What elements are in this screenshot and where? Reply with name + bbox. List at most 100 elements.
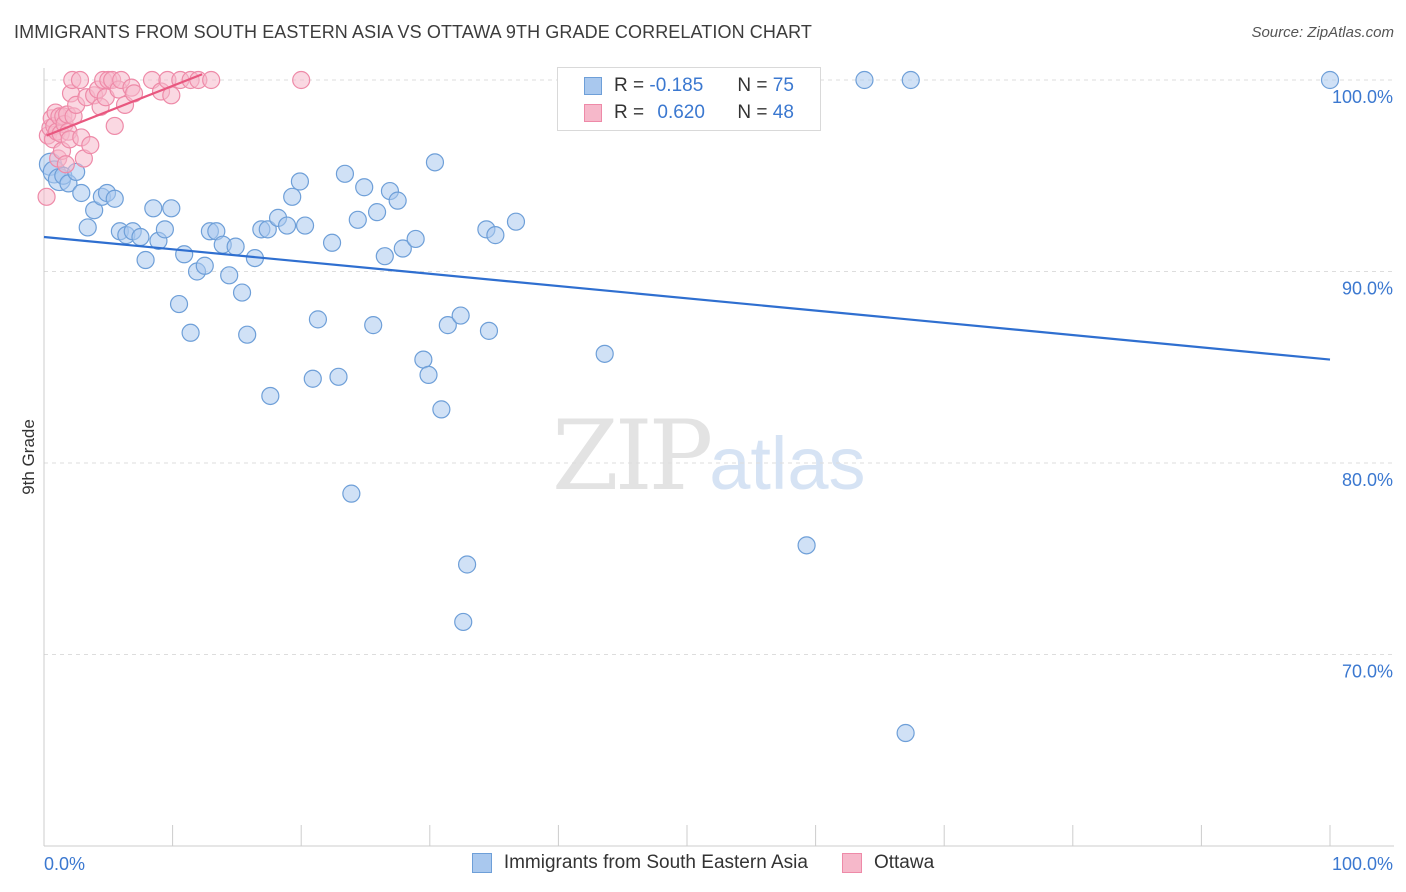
blue-point	[457, 555, 477, 574]
y-tick-label: 100.0%	[1332, 87, 1393, 107]
source-credit: Source: ZipAtlas.com	[1251, 24, 1394, 41]
blue-point	[797, 536, 816, 555]
blue-point	[155, 220, 174, 239]
blue-point	[425, 153, 445, 172]
x-tick-label-min: 0.0%	[44, 854, 85, 874]
blue-point	[419, 365, 438, 385]
blue-point	[595, 344, 614, 363]
y-tick-label: 90.0%	[1342, 279, 1393, 299]
blue-point	[195, 256, 214, 275]
chart-title: IMMIGRANTS FROM SOUTH EASTERN ASIA VS OT…	[14, 22, 812, 42]
pink-point	[81, 136, 100, 155]
blue-point	[364, 316, 383, 335]
legend-blue-label: Immigrants from South Eastern Asia	[503, 852, 808, 873]
blue-point	[226, 237, 245, 256]
blue-point	[261, 386, 280, 406]
blue-point	[220, 266, 239, 285]
pink-point	[37, 187, 56, 206]
y-tick-label: 80.0%	[1342, 470, 1393, 490]
blue-point	[322, 233, 342, 252]
legend-blue-swatch	[471, 853, 492, 873]
blue-r-value: -0.185	[649, 75, 704, 96]
blue-point	[479, 321, 499, 340]
y-tick-label: 70.0%	[1342, 662, 1393, 682]
x-ticks	[43, 825, 1331, 846]
blue-point	[901, 70, 920, 90]
stats-row-blue: R = -0.185 N = 75	[584, 73, 794, 99]
trend-lines	[43, 73, 1331, 361]
stats-row-pink: R = 0.620 N = 48	[584, 100, 794, 126]
blue-point	[406, 229, 425, 249]
blue-trend-line	[43, 235, 1331, 361]
blue-point	[486, 226, 505, 245]
blue-point	[329, 367, 348, 386]
legend-item-pink[interactable]: Ottawa	[841, 852, 935, 874]
blue-point	[855, 70, 874, 90]
blue-point	[375, 247, 394, 266]
blue-point	[342, 484, 361, 503]
blue-point	[295, 216, 315, 235]
blue-point	[85, 201, 104, 220]
blue-point	[367, 203, 387, 222]
blue-point	[169, 294, 189, 314]
blue-point	[308, 310, 328, 329]
pink-swatch	[584, 104, 602, 122]
blue-point	[506, 212, 526, 231]
blue-point	[277, 216, 297, 235]
n-label: N =	[737, 75, 768, 96]
y-axis-label: 9th Grade	[19, 419, 38, 495]
blue-point	[105, 189, 124, 208]
series-blue-points	[38, 70, 1340, 743]
blue-point	[144, 199, 163, 218]
blue-point	[72, 183, 91, 203]
blue-point	[896, 723, 915, 743]
y-tick-labels: 100.0% 90.0% 80.0% 70.0%	[1332, 87, 1393, 682]
blue-point	[335, 164, 355, 183]
blue-point	[238, 325, 257, 344]
blue-point	[432, 400, 451, 419]
blue-point	[388, 191, 407, 210]
blue-point	[393, 239, 412, 258]
pink-point	[105, 116, 124, 136]
blue-point	[258, 220, 277, 239]
blue-point	[232, 283, 252, 302]
blue-point	[355, 178, 374, 197]
blue-point	[303, 369, 322, 388]
blue-point	[181, 323, 200, 342]
blue-point	[175, 245, 194, 264]
blue-n-value: 75	[772, 75, 794, 96]
blue-point	[78, 218, 97, 237]
r-label: R =	[614, 102, 645, 123]
pink-r-value: 0.620	[657, 102, 705, 123]
pink-point	[202, 70, 221, 90]
chart-legend: Immigrants from South Eastern Asia Ottaw…	[0, 852, 1406, 874]
pink-point	[70, 70, 90, 90]
blue-point	[348, 210, 367, 229]
correlation-stats-box: R = -0.185 N = 75 R = 0.620 N = 48	[557, 67, 821, 131]
n-label: N =	[737, 102, 768, 123]
pink-point	[56, 155, 75, 174]
pink-trend-line	[46, 73, 203, 137]
pink-point	[292, 70, 311, 90]
blue-point	[290, 172, 310, 191]
gridlines	[44, 79, 1394, 655]
blue-point	[414, 350, 433, 369]
blue-point	[162, 199, 181, 218]
legend-item-blue[interactable]: Immigrants from South Eastern Asia	[471, 852, 808, 874]
legend-pink-swatch	[841, 853, 862, 873]
watermark-zip: ZIP	[552, 400, 713, 512]
blue-point	[1320, 70, 1340, 90]
legend-pink-label: Ottawa	[873, 852, 935, 873]
blue-point	[454, 612, 473, 632]
blue-swatch	[584, 77, 602, 95]
r-label: R =	[614, 75, 645, 96]
blue-point	[451, 306, 470, 325]
blue-point	[131, 227, 150, 247]
blue-point	[283, 187, 302, 206]
blue-point	[438, 316, 457, 335]
pink-n-value: 48	[772, 102, 794, 123]
x-tick-label-max: 100.0%	[1332, 854, 1393, 874]
axes	[43, 68, 1394, 847]
blue-point	[136, 250, 155, 270]
